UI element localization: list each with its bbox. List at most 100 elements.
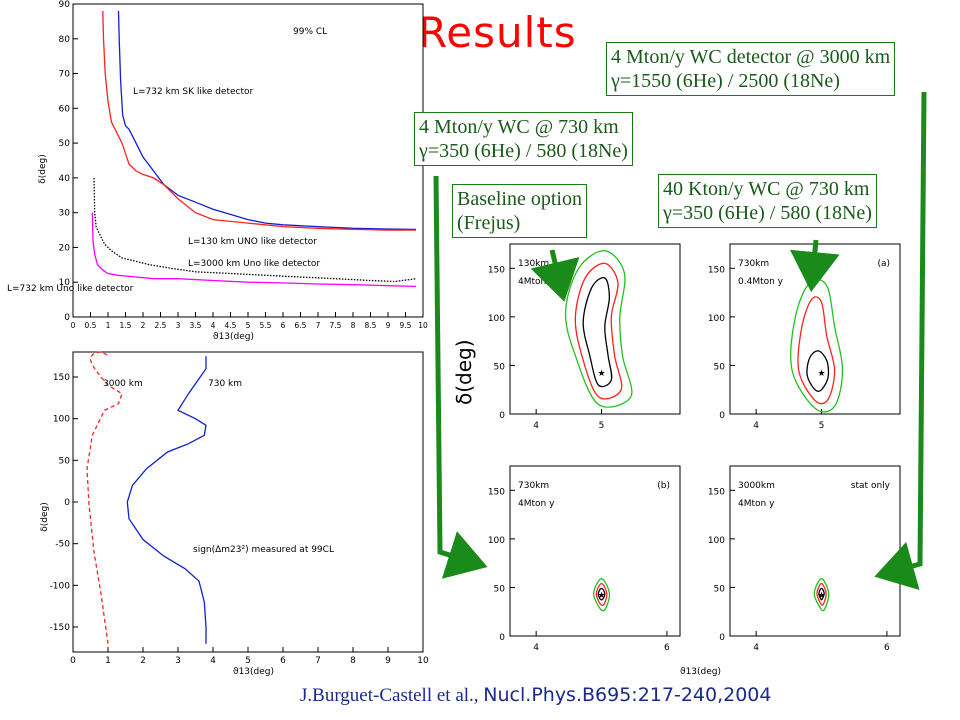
y-tick-label: 70 — [59, 70, 71, 80]
contour-middle — [797, 296, 836, 405]
panel-tag: (b) — [657, 481, 670, 491]
y-tick-label: 30 — [59, 209, 71, 219]
y-tick-label: 50 — [714, 584, 726, 594]
callout-730km-4mton-line1: 4 Mton/y WC @ 730 km — [419, 116, 619, 138]
x-tick-label: 5 — [246, 321, 251, 330]
x-tick-label: 5.5 — [260, 321, 272, 330]
series-line-0 — [117, 10, 417, 231]
x-tick-label: 1.5 — [120, 321, 132, 330]
x-tick-label: 4 — [533, 643, 539, 653]
x-tick-label: 4.5 — [225, 321, 237, 330]
chart-mass-hierarchy: 0 1 2 3 4 5 6 7 8 9 10 -150 -100 -50 0 50 100 150 ϑ13(deg)… — [40, 351, 429, 677]
x-axis-label: ϑ13(deg) — [233, 667, 274, 677]
y-tick-label: 0 — [719, 411, 725, 421]
panel-730km-4mton: 4 6 0 50 100 150 ★ 730km 4Mton y (b) — [488, 465, 681, 653]
contour-outer — [813, 578, 830, 612]
x-tick-label: 9 — [386, 321, 391, 330]
callout-baseline-line2: (Frejus) — [457, 212, 521, 234]
y-tick-label: 0 — [64, 498, 70, 508]
legend-label-0: L=732 km SK like detector — [133, 87, 253, 97]
y-tick-label: 20 — [59, 243, 71, 253]
y-axis-label: δ(deg) — [40, 502, 50, 532]
callout-3000km: 4 Mton/y WC detector @ 3000 km γ=1550 (6… — [606, 42, 896, 96]
best-fit-star: ★ — [597, 369, 605, 379]
x-tick-label: 5 — [599, 421, 605, 431]
x-tick-label: 7 — [315, 656, 321, 666]
chart-dcp-reach: 0 0.5 1 1.5 2 2.5 3 3.5 4 4.5 5 5.5 6 6.5 7 7.5 8 8.5 9 9.5… — [7, 0, 428, 342]
citation-journal: Nucl.Phys.B695:217-240,2004 — [483, 684, 772, 706]
contour-outer — [564, 250, 633, 408]
best-fit-star: ★ — [597, 591, 605, 601]
x-tick-label: 1 — [106, 321, 111, 330]
callout-730km-40kton-line1: 40 Kton/y WC @ 730 km — [663, 178, 870, 200]
arrow-3000km — [874, 91, 927, 591]
x-tick-label: 5 — [819, 421, 825, 431]
x-tick-label: 2.5 — [155, 321, 167, 330]
y-tick-label: 40 — [59, 174, 71, 184]
contour-middle — [574, 262, 623, 400]
legend-label-1: L=130 km UNO like detector — [188, 237, 317, 247]
contour-middle — [816, 582, 827, 606]
x-tick-label: 4 — [753, 643, 759, 653]
series-line-2 — [93, 177, 417, 283]
x-tick-label: 4 — [210, 656, 216, 666]
x-tick-label: 2 — [140, 656, 146, 666]
chart-title: 99% CL — [293, 27, 327, 37]
series-line-1 — [126, 356, 207, 644]
x-tick-label: 6 — [280, 656, 286, 666]
y-axis-label: δ(deg) — [38, 154, 48, 184]
y-tick-label: 150 — [708, 487, 725, 497]
legend-label-0: 3000 km — [103, 379, 143, 389]
legend-label-3: L=732 km Uno like detector — [7, 284, 134, 294]
callout-730km-4mton-line2: γ=350 (6He) / 580 (18Ne) — [419, 140, 628, 162]
best-fit-star: ★ — [817, 591, 825, 601]
panel-label: 730km — [738, 259, 769, 269]
x-tick-label: 7 — [316, 321, 321, 330]
x-tick-label: 6 — [664, 643, 670, 653]
y-tick-label: 0 — [499, 633, 505, 643]
y-tick-label: 0 — [719, 633, 725, 643]
contour-inner — [582, 277, 613, 388]
y-tick-label: 0 — [64, 313, 70, 323]
y-tick-label: 50 — [59, 139, 71, 149]
series-line-1 — [102, 10, 416, 231]
x-tick-label: 7.5 — [330, 321, 342, 330]
panel-3000km-4mton: 4 6 0 50 100 150 ★ 3000km 4Mton y stat only ϑ13(de… — [680, 465, 901, 677]
arrow-730km-40kton — [789, 239, 840, 292]
y-tick-label: 80 — [59, 35, 71, 45]
best-fit-star: ★ — [817, 369, 825, 379]
y-tick-label: 50 — [714, 362, 726, 372]
x-tick-label: 9 — [385, 656, 391, 666]
y-tick-label: 150 — [708, 265, 725, 275]
x-tick-label: 9.5 — [400, 321, 412, 330]
callout-3000km-line2: γ=1550 (6He) / 2500 (18Ne) — [611, 70, 840, 92]
callout-baseline: Baseline option (Frejus) — [452, 184, 587, 238]
x-tick-label: 6 — [281, 321, 286, 330]
y-tick-label: 100 — [488, 536, 505, 546]
x-tick-label: 0.5 — [85, 321, 97, 330]
y-tick-label: 90 — [59, 0, 71, 10]
x-tick-label: 8.5 — [365, 321, 377, 330]
x-tick-label: 10 — [417, 656, 429, 666]
x-tick-label: 0 — [70, 656, 76, 666]
x-tick-label: 8 — [351, 321, 356, 330]
contour-inner — [597, 587, 606, 601]
y-tick-label: -100 — [50, 581, 71, 591]
y-tick-label: -150 — [50, 623, 71, 633]
citation-authors: J.Burguet-Castell et al., — [300, 685, 479, 706]
panel-tag: stat only — [851, 481, 891, 491]
x-tick-label: 10 — [418, 321, 428, 330]
y-tick-label: 50 — [494, 362, 506, 372]
panel-sub: 4Mton y — [738, 499, 775, 509]
x-tick-label: 0 — [71, 321, 76, 330]
y-tick-label: 150 — [488, 487, 505, 497]
panel-sub: 0.4Mton y — [738, 277, 784, 287]
y-tick-label: 100 — [708, 314, 725, 324]
y-tick-label: 150 — [53, 373, 70, 383]
y-tick-label: 60 — [59, 104, 71, 114]
series-line-3 — [91, 212, 417, 288]
y-tick-label: 0 — [499, 411, 505, 421]
contour-outer — [593, 578, 611, 612]
panel-sub: 4Mton y — [518, 499, 555, 509]
